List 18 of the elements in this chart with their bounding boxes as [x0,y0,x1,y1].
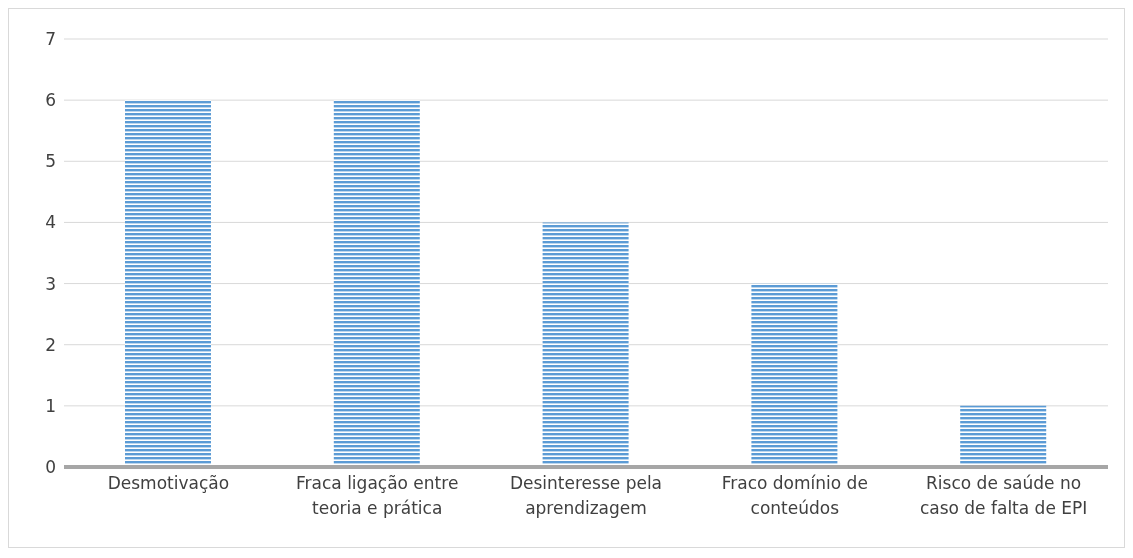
y-tick-label: 0 [45,457,56,478]
bar [751,283,838,467]
y-tick-label: 7 [45,29,56,50]
bar [960,405,1047,467]
y-tick-label: 4 [45,212,56,233]
y-tick-label: 3 [45,273,56,294]
x-tick-label: Fraca ligação entre teoria e prática [296,473,459,518]
bar [125,100,211,467]
x-tick-label: Risco de saúde no caso de falta de EPI [919,473,1088,518]
x-tick-label: Desmotivação [107,473,230,493]
x-tick-label: Fraco domínio de conteúdos [721,473,868,518]
x-tick-label: Desinteresse pela aprendizagem [509,473,663,518]
y-tick-label: 1 [45,395,56,416]
bar [542,222,629,467]
y-tick-label: 2 [45,334,56,355]
y-tick-label: 5 [45,151,56,172]
y-tick-label: 6 [45,90,56,111]
bar [333,100,420,467]
